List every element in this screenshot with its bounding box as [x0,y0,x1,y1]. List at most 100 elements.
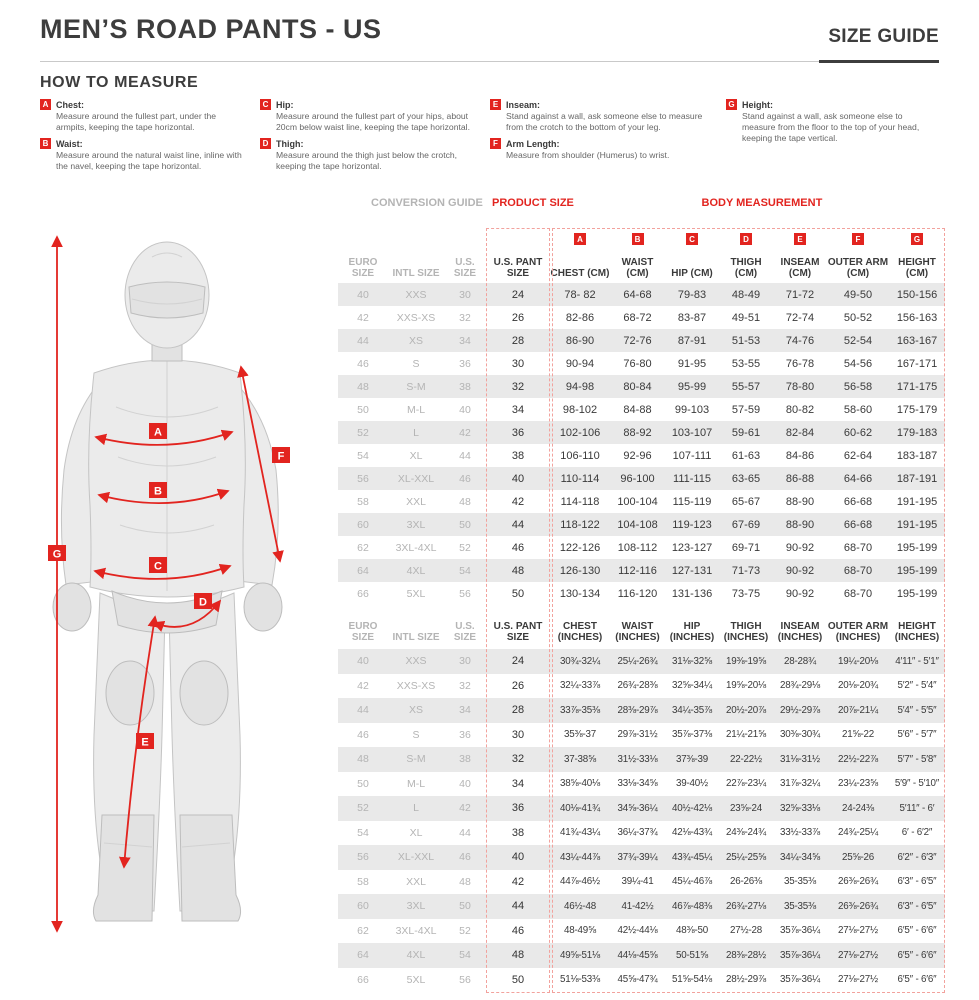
table-cell: 24 [511,655,525,668]
measure-item: G Height: Stand against a wall, ask someon… [726,99,938,147]
table-cell: 34 [511,403,525,416]
figure-label-c: C [149,557,167,573]
right-glove [243,582,283,632]
table-cell: 90-94 [565,357,595,370]
table-cell: 36 [511,426,525,439]
left-boot [92,814,155,922]
table-cell: 35⅞-36¼ [780,949,820,961]
table-cell: 107-111 [672,449,712,462]
table-row: 66 5XL 56 50 130-134 116-120 131-136 73-75 90-92… [338,582,945,605]
table-cell: 74-76 [785,334,815,347]
table-cell: 78-80 [785,380,815,393]
table-cell: 25¼-25⅝ [726,851,766,863]
table-cell: 115-119 [672,495,712,508]
table-cell: 19⅝-20⅛ [726,680,766,692]
column-letter-badge: F [852,233,864,245]
rider-suit-illustration [52,241,283,922]
column-header: U.S. PANT SIZE [493,621,543,643]
table-cell: 131-136 [671,587,713,600]
table-cell: 42 [511,875,525,888]
table-cell: 73-75 [731,587,761,600]
figure-label-f: F [272,447,290,463]
table-cell: XL [409,826,423,839]
column-header: CHEST (CM) [550,268,610,279]
table-cell: 25⅝-26 [841,851,875,863]
table-cell: 45⅝-47¾ [617,974,658,986]
table-cell: 123-127 [671,541,713,554]
table-cell: 30¾-32¼ [560,655,600,667]
table-cell: L [413,802,419,815]
table-cell: 50 [511,973,525,986]
table-cell: 6′5″ - 6′6″ [897,974,937,986]
letter-cell: F [827,233,889,245]
table-cell: 5′9″ - 5′10″ [894,778,940,790]
table-cell: 46 [459,851,471,864]
table-cell: 23⅝-24 [729,802,763,814]
measure-label: Inseam: [506,99,541,110]
table-cell: 64 [357,949,369,962]
table-cell: 42⅛-43¾ [672,827,712,839]
measure-column: E Inseam: Stand against a wall, ask someon… [490,99,712,177]
table-cell: 54 [459,949,471,962]
table-cell: 22-22½ [729,753,763,765]
table-group-header-row: CONVERSION GUIDE PRODUCT SIZE BODY MEASURE… [338,197,945,231]
table-cell: 90-92 [785,541,815,554]
table-cell: 5′6″ - 5′7″ [897,729,937,741]
measure-item-header: A Chest: [40,99,246,110]
table-cell: 112-116 [618,564,657,577]
table-cell: 71-73 [731,564,761,577]
column-header: OUTER ARM (CM) [827,257,889,279]
column-header: U.S. SIZE [453,257,477,279]
column-header: WAIST (CM) [621,257,654,279]
table-cell: 5′7″ - 5′8″ [897,753,937,765]
measure-description: Stand against a wall, ask someone else t… [742,111,920,143]
table-cell: 80-84 [623,380,652,393]
table-cell: 32 [459,679,471,692]
table-cell: 19¼-20⅛ [838,655,878,667]
table-cell: 66 [357,973,369,986]
measure-letter-badge: C [260,99,271,110]
table-cell: 49-50 [843,288,873,301]
table-cell: 42 [459,426,471,439]
table-cell: 106-110 [560,449,600,462]
table-cell: XL [409,449,423,462]
table-cell: 40 [511,851,525,864]
table-cell: 114-118 [560,495,600,508]
table-cell: 163-167 [896,334,938,347]
table-cell: 51⅝-54⅛ [672,974,712,986]
table-cell: 3XL [406,900,426,913]
table-cell: 27⅛-27½ [838,974,878,986]
table-cell: 52 [459,924,471,937]
table-cell: 48 [511,564,525,577]
table-cell: 5′4″ - 5′5″ [897,704,937,716]
table-cell: 60-62 [843,426,873,439]
table-cell: 24¾-25¼ [838,827,878,839]
table-cell: 29½-29⅞ [780,704,820,716]
table-cell: 179-183 [896,426,938,439]
table-cell: 76-80 [623,357,652,370]
table-cell: 54 [357,449,369,462]
table-cell: 64 [357,564,369,577]
column-header: INTL SIZE [392,632,440,643]
table-cell: 46½-48 [563,900,597,912]
table-cell: 26⅜-26¾ [838,900,878,912]
table-cell: 26¾-27⅛ [726,900,766,912]
table-cell: 42 [511,495,525,508]
table-cell: 56-58 [843,380,873,393]
table-letters-row: A B C D E F G [338,231,945,247]
table-cell: 42 [459,802,471,815]
measure-description: Measure around the thigh just below the … [276,150,458,171]
table-cell: 33⅛-34⅝ [617,778,658,790]
table-cell: 5′2″ - 5′4″ [897,680,937,692]
column-letter-badge: E [794,233,806,245]
table-cell: 44 [357,334,369,347]
table-cell: 46 [357,728,369,741]
table-row: 44 XS 34 28 86-90 72-76 87-91 51-53 74-76 52-54 16… [338,329,945,352]
table-cell: 40 [357,655,369,668]
table-cell: 30 [459,288,471,301]
table-cell: 43¼-44⅞ [560,851,600,863]
table-cell: 126-130 [559,564,601,577]
table-cell: 35⅞-36¼ [780,925,820,937]
table-row: 58 XXL 48 42 44⅞-46½ 39¼-41 45¼-46⅞ 26-26⅜ 35-35… [338,870,945,895]
table-cell: 56 [459,587,471,600]
